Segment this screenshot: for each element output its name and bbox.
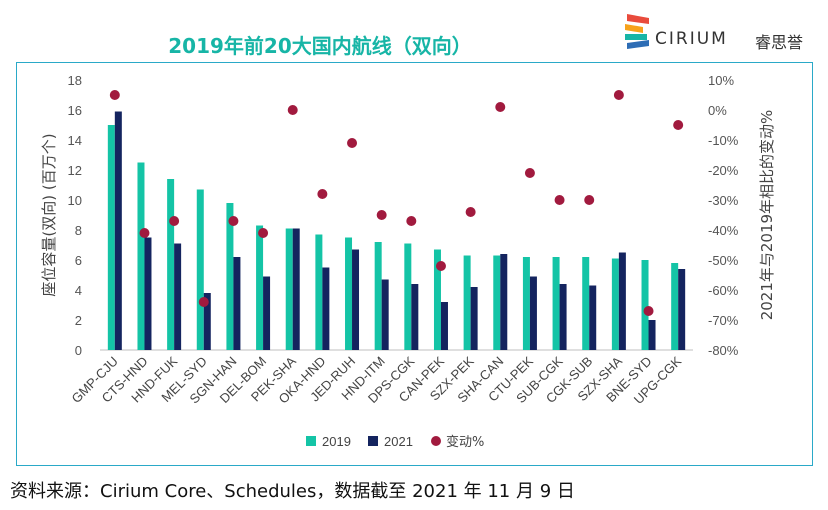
bar-2019 <box>433 249 441 350</box>
bar-2019 <box>196 189 204 350</box>
bar-2021 <box>411 284 419 350</box>
legend-swatch-2021 <box>368 436 378 446</box>
bar-2021 <box>500 254 508 350</box>
bar-2021 <box>292 228 300 350</box>
y2-tick-label: -80% <box>708 343 739 358</box>
legend-label-2019: 2019 <box>322 434 351 449</box>
y-tick-label: 4 <box>75 283 82 298</box>
y-tick-label: 8 <box>75 223 82 238</box>
bar-2021 <box>263 276 271 350</box>
y-tick-label: 0 <box>75 343 82 358</box>
bar-2019 <box>107 125 115 350</box>
bar-2021 <box>440 302 448 350</box>
legend-label-2021: 2021 <box>384 434 413 449</box>
bar-2021 <box>174 243 182 350</box>
y2-tick-label: -20% <box>708 163 739 178</box>
bar-2019 <box>285 228 293 350</box>
bar-2019 <box>671 263 679 350</box>
y2-tick-label: 0% <box>708 103 727 118</box>
bar-2021 <box>233 257 241 350</box>
y-tick-label: 10 <box>68 193 82 208</box>
y-tick-label: 16 <box>68 103 82 118</box>
y2-axis-title: 2021年与2019年相比的变动% <box>758 110 776 321</box>
y2-tick-label: -60% <box>708 283 739 298</box>
change-point <box>406 216 417 226</box>
change-point <box>376 210 387 220</box>
bar-2019 <box>226 203 234 350</box>
bar-chart: 0 2 4 6 8 10 12 14 16 18 -80% -70% -60% -50% -40% -30% -… <box>40 73 776 450</box>
change-point <box>495 102 506 112</box>
brand-name-cn: 睿思誉 <box>755 33 804 52</box>
legend-swatch-change <box>431 436 441 446</box>
bar-2019 <box>611 258 619 350</box>
change-point <box>109 90 120 100</box>
bar-2019 <box>582 257 590 350</box>
bar-2019 <box>552 257 560 350</box>
y2-tick-label: -70% <box>708 313 739 328</box>
change-point <box>435 261 446 271</box>
y-tick-label: 2 <box>75 313 82 328</box>
bar-2021 <box>203 293 211 350</box>
bar-2021 <box>678 269 686 350</box>
y-tick-label: 6 <box>75 253 82 268</box>
bar-2021 <box>559 284 567 350</box>
bar-2021 <box>114 111 122 350</box>
change-point <box>139 228 150 238</box>
bar-2021 <box>470 287 478 350</box>
change-point <box>258 228 269 238</box>
y2-tick-label: -50% <box>708 253 739 268</box>
change-point <box>643 306 654 316</box>
bar-2021 <box>381 279 389 350</box>
chart-frame <box>16 62 813 466</box>
cirium-mark-icon <box>625 14 649 49</box>
bar-2019 <box>522 257 530 350</box>
brand-name: CIRIUM <box>655 29 728 49</box>
y2-tick-label: 10% <box>708 73 734 88</box>
bar-2021 <box>322 267 330 350</box>
change-point <box>465 207 476 217</box>
bar-2021 <box>352 249 360 350</box>
change-point <box>673 120 684 130</box>
bar-2021 <box>648 320 656 350</box>
change-point <box>554 195 565 205</box>
bar-2019 <box>493 255 501 350</box>
change-point <box>317 189 328 199</box>
bar-2021 <box>144 237 152 350</box>
y2-tick-label: -10% <box>708 133 739 148</box>
change-point <box>613 90 624 100</box>
change-point <box>228 216 239 226</box>
bar-2019 <box>256 225 264 350</box>
change-point <box>347 138 358 148</box>
bar-2019 <box>641 260 649 350</box>
page-title: 2019年前20大国内航线（双向） <box>168 34 472 58</box>
change-point <box>584 195 595 205</box>
bar-2021 <box>589 285 597 350</box>
bar-2019 <box>404 243 412 350</box>
bar-2019 <box>315 234 323 350</box>
cirium-logo: CIRIUM 睿思誉 <box>621 12 821 54</box>
bar-2019 <box>167 179 175 350</box>
bar-2019 <box>345 237 353 350</box>
change-point <box>524 168 535 178</box>
legend-label-change: 变动% <box>446 434 484 450</box>
bar-2019 <box>374 242 382 350</box>
y2-tick-label: -30% <box>708 193 739 208</box>
y-axis-title: 座位容量(双向) (百万个) <box>40 133 58 296</box>
y-tick-label: 14 <box>68 133 82 148</box>
bar-2019 <box>463 255 471 350</box>
y-tick-label: 18 <box>68 73 82 88</box>
change-point <box>169 216 180 226</box>
bar-2021 <box>529 276 537 350</box>
change-point <box>287 105 298 115</box>
bar-2019 <box>137 162 145 350</box>
change-point <box>198 297 209 307</box>
y-tick-label: 12 <box>68 163 82 178</box>
bar-2021 <box>618 252 626 350</box>
y2-tick-label: -40% <box>708 223 739 238</box>
legend-swatch-2019 <box>306 436 316 446</box>
source-note: 资料来源：Cirium Core、Schedules，数据截至 2021 年 1… <box>10 481 575 502</box>
